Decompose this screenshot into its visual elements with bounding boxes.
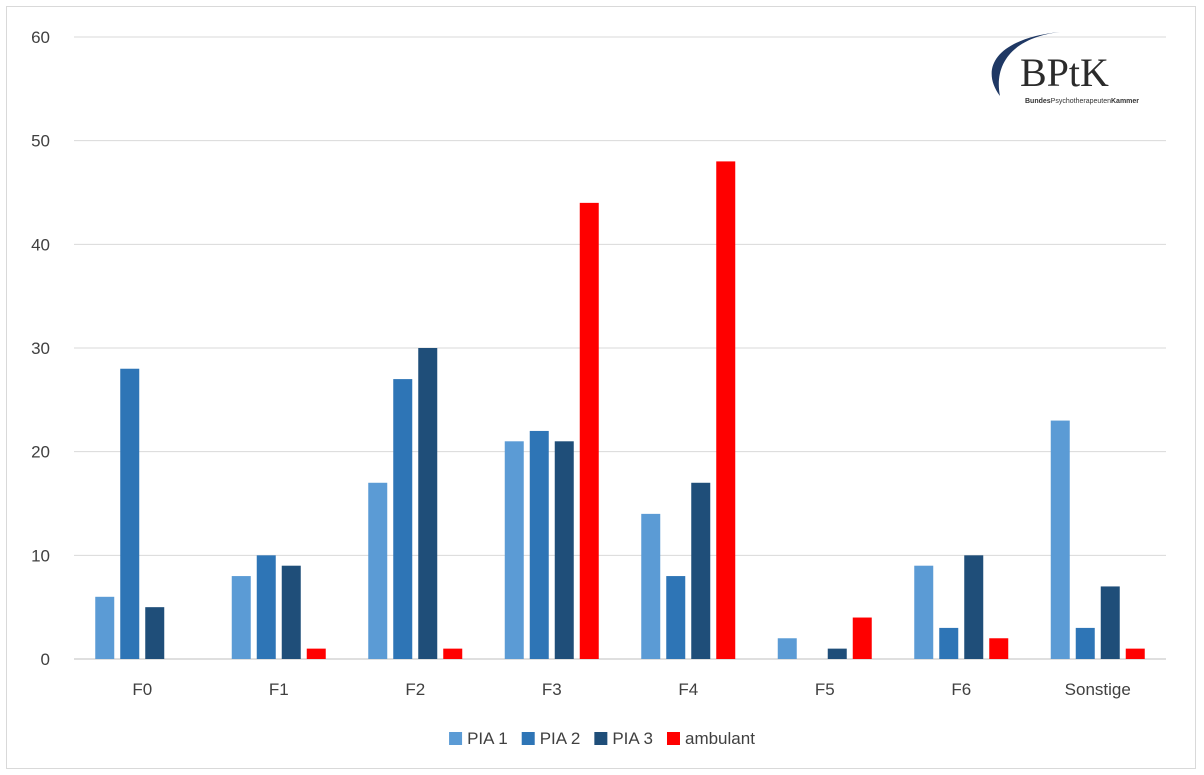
- bar-pia-1-f4: [641, 513, 661, 659]
- legend-swatch: [521, 732, 535, 745]
- y-tick-label: 50: [31, 132, 50, 151]
- y-tick-label: 10: [31, 546, 50, 565]
- legend-swatch: [666, 732, 680, 745]
- bar-pia-3-f6: [964, 555, 984, 659]
- bar-pia-1-f1: [231, 576, 251, 659]
- gridlines: [74, 36, 1166, 660]
- bar-pia-2-f3: [529, 430, 549, 659]
- x-tick-label: F4: [678, 680, 698, 699]
- logo-arc: [991, 32, 1060, 96]
- logo-subtitle: BundesPsychotherapeutenKammer: [1025, 98, 1139, 105]
- bar-pia-3-f5: [827, 648, 847, 659]
- bar-ambulant-f4: [716, 161, 736, 659]
- bptk-logo: BPtK BundesPsychotherapeutenKammer: [991, 32, 1139, 105]
- legend-swatch: [594, 732, 608, 745]
- bar-pia-2-f4: [666, 576, 686, 659]
- x-tick-label: Sonstige: [1065, 680, 1131, 699]
- bar-pia-2-f6: [939, 627, 959, 659]
- legend-item: PIA 1: [449, 729, 508, 748]
- bar-pia-3-f0: [145, 607, 165, 659]
- legend: PIA 1 PIA 2 PIA 3 ambulant: [449, 729, 755, 748]
- bar-ambulant-f3: [579, 202, 599, 659]
- y-axis-ticks: 0 10 20 30 40 50 60: [31, 28, 50, 669]
- bar-ambulant-sonstige: [1125, 648, 1145, 659]
- legend-item: PIA 3: [594, 729, 653, 748]
- x-tick-label: F3: [542, 680, 562, 699]
- bar-pia-3-f2: [418, 348, 438, 659]
- bar-pia-3-f3: [554, 441, 574, 659]
- x-tick-label: F5: [815, 680, 835, 699]
- x-tick-label: F0: [132, 680, 152, 699]
- x-axis-ticks: F0 F1 F2 F3 F4 F5 F6 Sonstige: [132, 680, 1131, 699]
- bar-pia-2-sonstige: [1075, 627, 1095, 659]
- y-tick-label: 20: [31, 443, 50, 462]
- bar-pia-1-f3: [504, 441, 524, 659]
- y-tick-label: 0: [41, 650, 50, 669]
- bar-pia-2-f1: [256, 555, 276, 659]
- bar-pia-3-f1: [281, 565, 301, 659]
- bars: [95, 161, 1145, 659]
- x-tick-label: F6: [951, 680, 971, 699]
- x-tick-label: F2: [405, 680, 425, 699]
- legend-label: PIA 2: [540, 729, 581, 748]
- bar-ambulant-f6: [989, 638, 1009, 659]
- legend-item: ambulant: [666, 729, 755, 748]
- legend-label: ambulant: [685, 729, 755, 748]
- legend-swatch: [449, 732, 463, 745]
- bar-pia-2-f0: [120, 368, 140, 659]
- legend-item: PIA 2: [521, 729, 581, 748]
- bar-ambulant-f1: [306, 648, 326, 659]
- legend-label: PIA 3: [612, 729, 653, 748]
- y-tick-label: 60: [31, 28, 50, 47]
- y-tick-label: 30: [31, 339, 50, 358]
- logo-text: BPtK: [1020, 50, 1109, 95]
- y-tick-label: 40: [31, 235, 50, 254]
- legend-label: PIA 1: [467, 729, 508, 748]
- bar-pia-1-f5: [777, 638, 797, 659]
- bar-pia-1-sonstige: [1050, 420, 1070, 659]
- bar-pia-1-f6: [914, 565, 934, 659]
- bar-pia-1-f2: [368, 482, 388, 659]
- bar-pia-2-f2: [393, 379, 413, 659]
- bar-pia-1-f0: [95, 596, 115, 659]
- bar-pia-3-f4: [691, 482, 711, 659]
- bar-pia-3-sonstige: [1100, 586, 1120, 659]
- x-tick-label: F1: [269, 680, 289, 699]
- bar-ambulant-f5: [852, 617, 872, 659]
- bar-ambulant-f2: [443, 648, 463, 659]
